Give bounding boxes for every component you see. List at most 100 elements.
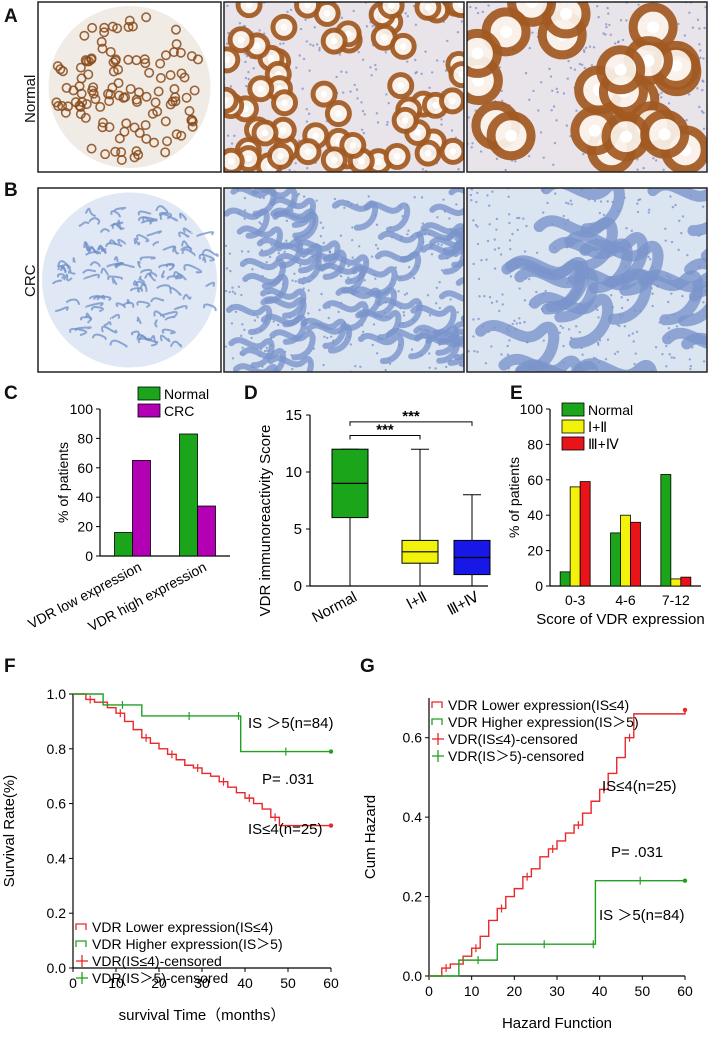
nucleus xyxy=(305,40,309,43)
nucleus xyxy=(515,322,519,325)
nucleus xyxy=(637,3,640,6)
nucleus xyxy=(702,80,705,83)
nucleus xyxy=(499,253,503,256)
crypt-lumen xyxy=(224,56,231,64)
nucleus xyxy=(483,295,486,298)
gland xyxy=(83,273,100,280)
nucleus xyxy=(647,211,651,214)
nucleus xyxy=(294,280,297,283)
crypt xyxy=(448,61,464,89)
nucleus xyxy=(476,11,480,15)
nucleus xyxy=(488,204,491,207)
gland xyxy=(90,94,101,105)
crypt-lumen xyxy=(267,55,275,62)
gland xyxy=(110,54,121,65)
nucleus xyxy=(385,93,388,96)
nucleus xyxy=(386,121,389,124)
nucleus xyxy=(360,128,364,132)
nucleus xyxy=(456,31,460,34)
crypt-lumen xyxy=(344,30,352,38)
nucleus xyxy=(472,262,475,266)
tumor-epithelium xyxy=(420,222,464,254)
nucleus xyxy=(476,350,479,354)
nucleus xyxy=(363,279,366,282)
gland xyxy=(88,217,101,225)
nucleus xyxy=(343,206,346,210)
gland xyxy=(97,122,108,133)
nucleus xyxy=(501,99,504,103)
nucleus xyxy=(347,276,350,279)
gland xyxy=(133,87,144,98)
nucleus xyxy=(566,77,569,80)
gland xyxy=(111,222,123,231)
legend-label: VDR Higher expression(IS＞5) xyxy=(92,936,283,952)
nucleus xyxy=(703,26,706,30)
nucleus xyxy=(596,4,599,8)
y-tick-label: 100 xyxy=(70,401,94,417)
y-tick-label: 0.2 xyxy=(47,905,67,921)
tumor-epithelium xyxy=(331,199,379,231)
x-tick-label: 4-6 xyxy=(615,592,635,608)
crypt-lumen xyxy=(432,102,439,109)
km-curve-1 xyxy=(429,879,685,977)
nucleus xyxy=(444,365,448,369)
gland xyxy=(156,284,172,290)
nucleus xyxy=(506,344,509,348)
legend-label-Normal: Normal xyxy=(164,386,209,402)
nucleus xyxy=(636,202,639,205)
crypt-lumen xyxy=(323,10,331,17)
nucleus xyxy=(652,157,655,160)
nucleus xyxy=(596,308,599,312)
gland xyxy=(74,81,85,92)
nucleus xyxy=(245,84,248,88)
bar-7-12-Ⅰ+Ⅱ xyxy=(670,578,682,587)
crypt-lumen xyxy=(253,42,261,50)
gland xyxy=(183,263,203,274)
nucleus xyxy=(518,317,521,320)
nucleus xyxy=(231,290,235,293)
nucleus xyxy=(375,352,379,355)
nucleus xyxy=(685,118,688,122)
nucleus xyxy=(476,191,479,195)
nucleus xyxy=(660,96,663,99)
gland xyxy=(110,210,121,218)
nucleus xyxy=(347,264,350,268)
tumor-epithelium xyxy=(429,203,464,235)
legend-label-Ⅰ+Ⅱ: Ⅰ+Ⅱ xyxy=(588,419,607,435)
tumor-epithelium xyxy=(573,358,658,372)
nucleus xyxy=(620,306,624,310)
nucleus xyxy=(516,228,519,232)
nucleus xyxy=(546,201,549,205)
crypt-lumen xyxy=(424,3,432,11)
nucleus xyxy=(500,89,503,93)
nucleus xyxy=(670,356,673,359)
nucleus xyxy=(570,203,573,206)
gland xyxy=(140,120,151,131)
tumor-epithelium xyxy=(260,287,307,319)
gland xyxy=(150,297,165,303)
nucleus xyxy=(701,205,705,208)
y-tick-label: 80 xyxy=(527,436,543,452)
nucleus xyxy=(556,90,559,94)
nucleus xyxy=(559,324,562,328)
nucleus xyxy=(402,314,406,317)
nucleus xyxy=(668,353,671,356)
gland xyxy=(125,83,136,94)
km-curve-0 xyxy=(429,709,686,977)
nucleus xyxy=(360,101,363,104)
nucleus xyxy=(226,134,230,137)
y-axis-label: Survival Rate(%) xyxy=(1,775,18,888)
nucleus xyxy=(535,251,539,254)
nucleus xyxy=(599,200,603,203)
gland xyxy=(96,36,107,47)
micrograph-normal-2 xyxy=(224,2,464,172)
nucleus xyxy=(485,258,488,261)
nucleus xyxy=(252,67,255,70)
y-tick-label: 0 xyxy=(85,548,93,564)
nucleus xyxy=(240,250,244,253)
nucleus xyxy=(337,310,340,314)
gland xyxy=(70,97,81,108)
nucleus xyxy=(351,256,354,259)
nucleus xyxy=(509,275,513,278)
gland xyxy=(186,114,197,125)
